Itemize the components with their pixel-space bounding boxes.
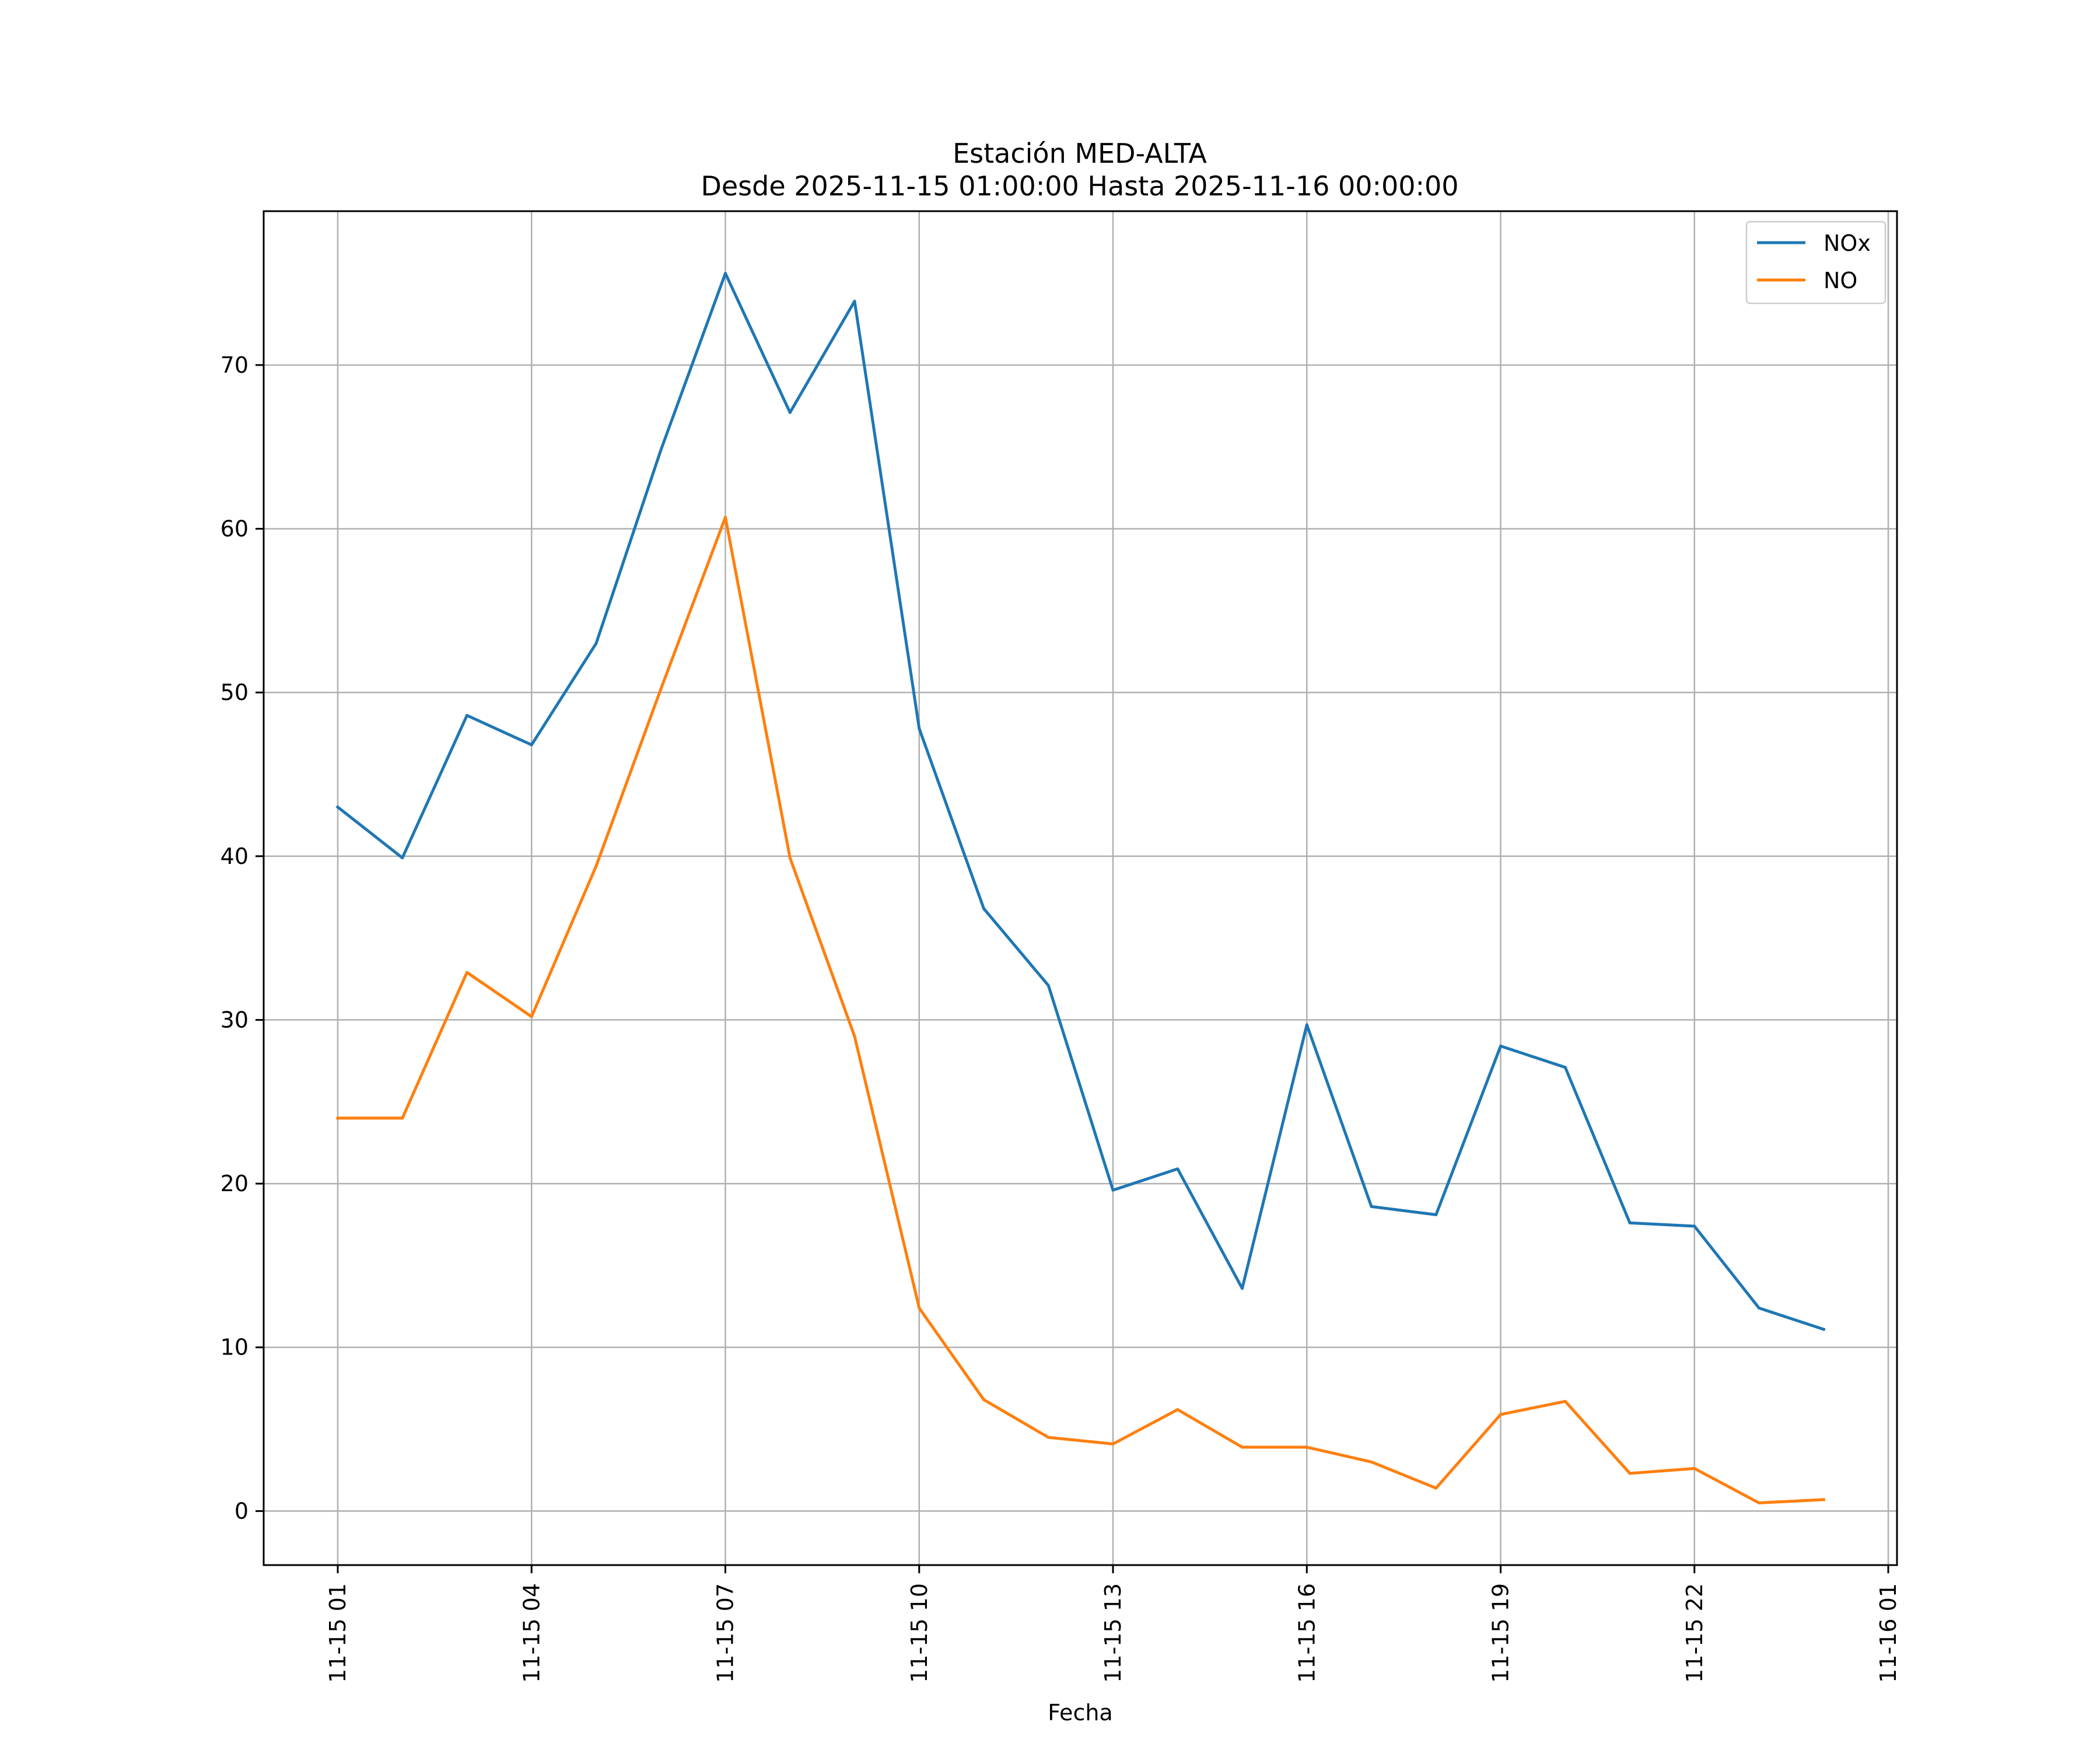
y-tick-label: 40 (220, 844, 249, 869)
series-lines (335, 272, 1826, 1504)
data-point-no (1822, 1498, 1825, 1502)
grid (264, 211, 1897, 1565)
data-point-no (1434, 1486, 1438, 1490)
legend: NOx NO (1745, 220, 1887, 304)
x-tick-label: 11-15 10 (907, 1583, 932, 1683)
data-point-nox (401, 856, 404, 860)
data-point-nox (1693, 1224, 1696, 1228)
data-point-no (1046, 1436, 1050, 1439)
data-point-nox (1370, 1205, 1373, 1208)
series-line-nox (335, 272, 1826, 1332)
x-tick-label: 11-15 01 (325, 1583, 351, 1683)
data-point-nox (1305, 1023, 1308, 1027)
chart-title: Estación MED-ALTA (953, 138, 1207, 169)
data-point-nox (1434, 1213, 1438, 1216)
plot-frame (262, 210, 1898, 1566)
x-tick-label: 11-15 22 (1682, 1583, 1707, 1683)
data-point-no (1693, 1466, 1696, 1470)
data-point-no (1176, 1408, 1180, 1411)
chart-subtitle: Desde 2025-11-15 01:00:00 Hasta 2025-11-… (701, 170, 1458, 202)
data-point-nox (1046, 984, 1050, 987)
data-point-no (1370, 1460, 1373, 1464)
data-point-nox (853, 299, 856, 303)
data-point-nox (530, 743, 533, 747)
data-point-no (659, 688, 663, 691)
data-point-nox (982, 907, 985, 911)
axis-ticks: 0 10 20 30 40 50 60 70 11-15 01 11-15 04 11-15 07 1… (220, 352, 1901, 1683)
x-tick-label: 11-15 13 (1100, 1583, 1126, 1683)
data-point-nox (788, 411, 792, 414)
y-tick-label: 60 (220, 516, 249, 541)
x-tick-label: 11-16 01 (1875, 1583, 1901, 1683)
data-point-no (401, 1116, 404, 1120)
y-tick-label: 70 (220, 352, 249, 378)
x-tick-label: 11-15 19 (1488, 1583, 1514, 1683)
data-point-nox (1499, 1044, 1502, 1048)
data-point-no (530, 1015, 533, 1019)
y-tick-label: 0 (235, 1498, 249, 1524)
series-line-no (336, 516, 1825, 1504)
data-point-no (1111, 1442, 1115, 1446)
data-point-no (1628, 1472, 1632, 1475)
data-point-nox (1822, 1328, 1825, 1331)
data-point-no (1241, 1446, 1244, 1449)
legend-label-nox: NOx (1824, 230, 1871, 256)
y-tick-label: 20 (220, 1171, 249, 1196)
data-point-no (918, 1306, 921, 1310)
data-point-no (724, 516, 727, 519)
data-point-nox (1111, 1188, 1115, 1192)
x-axis-label: Fecha (1048, 1700, 1112, 1726)
data-point-nox (594, 642, 598, 645)
data-point-nox (1758, 1306, 1760, 1310)
x-tick-label: 11-15 04 (519, 1583, 544, 1683)
data-point-nox (724, 272, 727, 275)
x-tick-label: 11-15 07 (713, 1583, 738, 1683)
data-point-nox (336, 806, 340, 809)
data-point-no (336, 1116, 340, 1120)
data-point-no (788, 856, 792, 860)
data-point-nox (1241, 1287, 1244, 1290)
legend-label-no: NO (1824, 268, 1857, 293)
data-point-nox (659, 449, 663, 452)
y-tick-label: 30 (220, 1007, 249, 1032)
y-tick-label: 50 (220, 680, 249, 705)
data-point-nox (1563, 1066, 1567, 1069)
data-point-no (1499, 1413, 1502, 1416)
data-point-no (853, 1034, 856, 1038)
data-point-no (1305, 1446, 1308, 1449)
data-point-no (1563, 1399, 1567, 1403)
data-point-nox (1176, 1167, 1180, 1171)
data-point-no (466, 971, 468, 974)
y-tick-label: 10 (220, 1335, 249, 1360)
data-point-nox (466, 713, 468, 717)
x-tick-label: 11-15 16 (1294, 1583, 1320, 1683)
data-point-no (594, 864, 598, 868)
data-point-no (982, 1398, 985, 1402)
data-point-nox (1628, 1221, 1632, 1224)
data-point-nox (918, 727, 921, 730)
data-point-no (1758, 1501, 1760, 1504)
